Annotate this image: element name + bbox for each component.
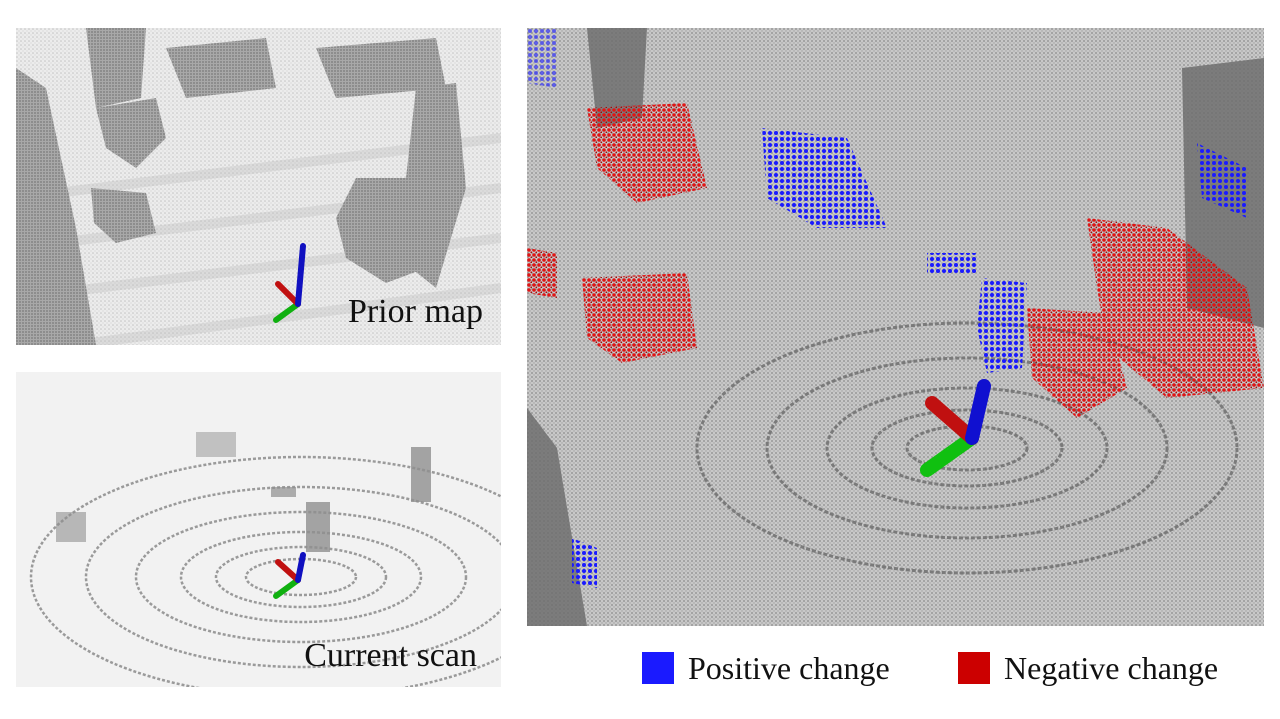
current-scan-panel: Current scan bbox=[16, 372, 501, 687]
legend-positive: Positive change bbox=[642, 648, 890, 688]
change-map-panel bbox=[527, 28, 1264, 626]
positive-change-swatch bbox=[642, 652, 674, 684]
negative-change-label: Negative change bbox=[1004, 649, 1219, 686]
pose-axes-icon bbox=[273, 552, 306, 599]
current-scan-label: Current scan bbox=[304, 637, 477, 674]
prior-map-label: Prior map bbox=[347, 293, 483, 330]
negative-change-swatch bbox=[958, 652, 990, 684]
prior-map-panel: Prior map bbox=[16, 28, 501, 345]
prior-map-pointcloud bbox=[16, 28, 501, 345]
pose-axes-icon bbox=[273, 243, 306, 323]
current-scan-pointcloud bbox=[16, 372, 501, 687]
pose-axes-icon bbox=[920, 379, 991, 477]
change-map-pointcloud bbox=[527, 28, 1264, 626]
legend-negative: Negative change bbox=[958, 648, 1218, 688]
positive-change-label: Positive change bbox=[688, 649, 890, 686]
